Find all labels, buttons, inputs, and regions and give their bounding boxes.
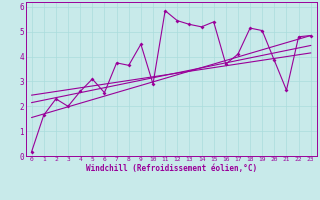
X-axis label: Windchill (Refroidissement éolien,°C): Windchill (Refroidissement éolien,°C) [86,164,257,173]
